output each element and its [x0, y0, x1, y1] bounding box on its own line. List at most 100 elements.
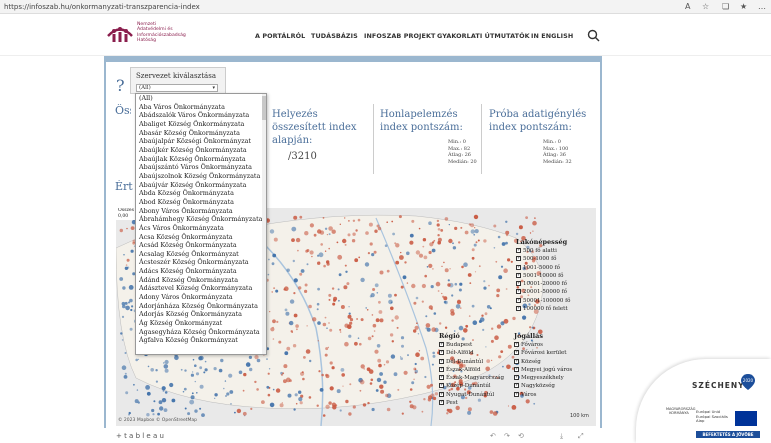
- map-dot[interactable]: [317, 254, 320, 257]
- fullscreen-icon[interactable]: ⤢: [578, 432, 584, 440]
- map-dot[interactable]: [473, 243, 477, 247]
- map-dot[interactable]: [272, 319, 276, 324]
- dropdown-option[interactable]: Abod Község Önkormányzata: [139, 197, 234, 206]
- map-dot[interactable]: [377, 226, 382, 231]
- map-dot[interactable]: [343, 285, 348, 290]
- read-aloud-icon[interactable]: A: [685, 2, 691, 11]
- map-dot[interactable]: [413, 378, 415, 381]
- nav-infoszab-projekt[interactable]: INFOSZAB PROJEKT: [364, 32, 436, 40]
- map-dot[interactable]: [326, 327, 328, 329]
- map-dot[interactable]: [279, 403, 284, 408]
- map-dot[interactable]: [413, 329, 417, 333]
- map-dot[interactable]: [329, 328, 333, 332]
- map-dot[interactable]: [328, 322, 330, 324]
- map-dot[interactable]: [529, 250, 532, 253]
- map-dot[interactable]: [378, 310, 383, 314]
- map-dot[interactable]: [248, 355, 252, 359]
- legend-item[interactable]: Főváros: [514, 340, 572, 349]
- map-dot[interactable]: [308, 304, 312, 309]
- map-dot[interactable]: [151, 408, 155, 413]
- map-dot[interactable]: [423, 398, 426, 401]
- map-dot[interactable]: [462, 364, 466, 368]
- map-dot[interactable]: [522, 347, 525, 350]
- map-dot[interactable]: [196, 392, 198, 394]
- dropdown-option[interactable]: Agasegyháza Község Önkormányzata: [139, 327, 260, 336]
- map-dot[interactable]: [359, 342, 362, 346]
- map-dot[interactable]: [338, 273, 342, 277]
- map-dot[interactable]: [329, 386, 334, 391]
- map-dot[interactable]: [345, 270, 348, 273]
- map-dot[interactable]: [464, 388, 467, 391]
- map-dot[interactable]: [128, 414, 130, 416]
- map-dot[interactable]: [370, 378, 374, 382]
- map-dot[interactable]: [243, 372, 247, 377]
- map-dot[interactable]: [275, 289, 279, 293]
- map-dot[interactable]: [328, 247, 330, 250]
- map-dot[interactable]: [423, 255, 428, 260]
- map-dot[interactable]: [535, 299, 540, 304]
- map-dot[interactable]: [483, 286, 487, 290]
- map-dot[interactable]: [425, 315, 428, 318]
- map-dot[interactable]: [477, 398, 481, 402]
- map-dot[interactable]: [273, 237, 278, 242]
- url-text[interactable]: https://infoszab.hu/onkormanyzati-transz…: [4, 3, 200, 11]
- map-dot[interactable]: [501, 242, 506, 246]
- map-dot[interactable]: [272, 388, 275, 391]
- legend-item[interactable]: 10001-20000 fő: [516, 279, 570, 288]
- map-dot[interactable]: [453, 330, 456, 332]
- map-dot[interactable]: [336, 389, 341, 394]
- map-dot[interactable]: [341, 373, 345, 377]
- map-dot[interactable]: [401, 344, 404, 348]
- map-dot[interactable]: [345, 399, 349, 404]
- map-dot[interactable]: [534, 304, 536, 307]
- map-dot[interactable]: [133, 383, 135, 386]
- redo-icon[interactable]: ↷: [504, 432, 510, 440]
- map-dot[interactable]: [539, 244, 543, 248]
- map-dot[interactable]: [529, 326, 532, 329]
- map-dot[interactable]: [390, 354, 396, 359]
- map-dot[interactable]: [477, 239, 480, 242]
- map-dot[interactable]: [474, 271, 477, 273]
- map-dot[interactable]: [124, 372, 127, 375]
- map-dot[interactable]: [254, 355, 259, 360]
- map-dot[interactable]: [299, 401, 303, 405]
- tableau-logo[interactable]: + t a b l e a u: [116, 432, 164, 440]
- legend-item[interactable]: Észak-Alföld: [439, 365, 504, 374]
- map-dot[interactable]: [416, 322, 418, 324]
- map-dot[interactable]: [411, 219, 415, 223]
- map-dot[interactable]: [412, 405, 417, 410]
- map-dot[interactable]: [531, 326, 534, 329]
- map-dot[interactable]: [308, 396, 312, 399]
- checkbox-icon[interactable]: [439, 390, 444, 398]
- map-dot[interactable]: [272, 253, 277, 258]
- map-dot[interactable]: [306, 263, 309, 266]
- map-dot[interactable]: [356, 318, 359, 320]
- map-dot[interactable]: [397, 388, 400, 391]
- map-dot[interactable]: [306, 325, 308, 327]
- map-dot[interactable]: [458, 288, 462, 292]
- map-dot[interactable]: [325, 374, 330, 379]
- map-dot[interactable]: [137, 358, 140, 360]
- map-dot[interactable]: [471, 248, 475, 252]
- dropdown-option[interactable]: Abda Község Önkormányzata: [139, 189, 234, 198]
- map-dot[interactable]: [318, 252, 324, 258]
- map-dot[interactable]: [415, 296, 419, 300]
- map-dot[interactable]: [146, 391, 151, 396]
- map-dot[interactable]: [411, 283, 416, 289]
- map-dot[interactable]: [376, 377, 382, 383]
- map-dot[interactable]: [194, 364, 197, 367]
- map-dot[interactable]: [517, 332, 521, 335]
- map-dot[interactable]: [396, 326, 399, 329]
- map-dot[interactable]: [194, 409, 198, 413]
- map-dot[interactable]: [317, 321, 321, 325]
- legend-item[interactable]: 50001-100000 fő: [516, 296, 570, 305]
- map-dot[interactable]: [527, 386, 529, 388]
- map-dot[interactable]: [421, 283, 426, 289]
- map-dot[interactable]: [486, 359, 491, 363]
- map-dot[interactable]: [318, 370, 321, 373]
- map-dot[interactable]: [471, 256, 475, 260]
- map-dot[interactable]: [429, 242, 434, 247]
- map-dot[interactable]: [518, 225, 523, 230]
- organization-select[interactable]: (All) ▾: [136, 84, 218, 92]
- map-dot[interactable]: [194, 380, 196, 383]
